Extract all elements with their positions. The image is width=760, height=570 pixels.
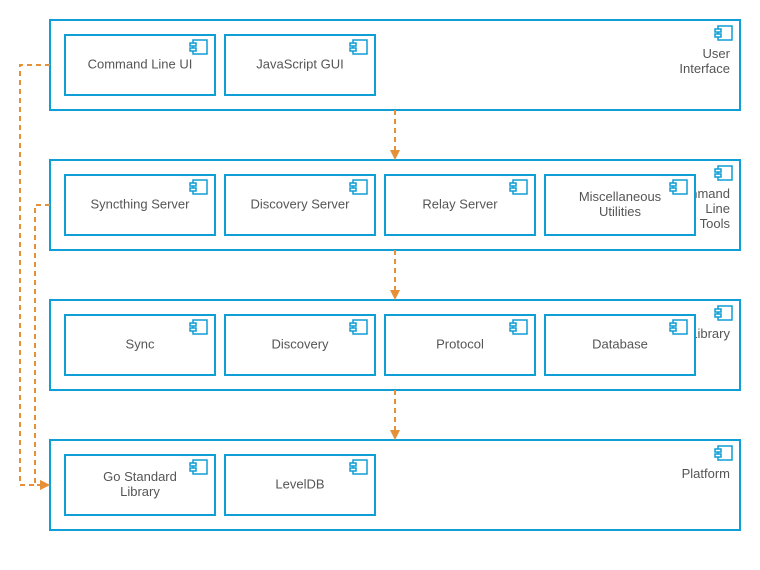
arrow-0	[390, 110, 400, 160]
svg-text:Discovery Server: Discovery Server	[251, 196, 351, 211]
node-cltools-1: Discovery Server	[225, 175, 375, 235]
svg-text:JavaScript GUI: JavaScript GUI	[256, 56, 343, 71]
arrow-1	[390, 250, 400, 300]
svg-text:Go Standard: Go Standard	[103, 469, 177, 484]
svg-text:Interface: Interface	[679, 61, 730, 76]
svg-text:Command Line UI: Command Line UI	[88, 56, 193, 71]
node-label-library-1: Discovery	[271, 336, 329, 351]
node-cltools-0: Syncthing Server	[65, 175, 215, 235]
node-label-cltools-0: Syncthing Server	[91, 196, 191, 211]
svg-text:Protocol: Protocol	[436, 336, 484, 351]
svg-text:Library: Library	[690, 326, 730, 341]
layer-platform: Platform Go StandardLibrary LevelDB	[50, 440, 740, 530]
node-platform-0: Go StandardLibrary	[65, 455, 215, 515]
svg-text:Tools: Tools	[700, 216, 731, 231]
svg-text:Relay Server: Relay Server	[422, 196, 498, 211]
node-label-library-3: Database	[592, 336, 648, 351]
layer-label-library: Library	[690, 326, 730, 341]
svg-text:Sync: Sync	[126, 336, 155, 351]
node-platform-1: LevelDB	[225, 455, 375, 515]
node-ui-1: JavaScript GUI	[225, 35, 375, 95]
layer-label-platform: Platform	[682, 466, 730, 481]
node-label-library-0: Sync	[126, 336, 155, 351]
node-library-1: Discovery	[225, 315, 375, 375]
node-library-3: Database	[545, 315, 695, 375]
node-label-ui-0: Command Line UI	[88, 56, 193, 71]
architecture-diagram: UserInterface Command Line UI JavaScript G…	[0, 0, 760, 570]
svg-text:LevelDB: LevelDB	[275, 476, 324, 491]
node-ui-0: Command Line UI	[65, 35, 215, 95]
svg-text:Utilities: Utilities	[599, 204, 641, 219]
svg-text:Syncthing Server: Syncthing Server	[91, 196, 191, 211]
svg-text:Platform: Platform	[682, 466, 730, 481]
svg-text:Miscellaneous: Miscellaneous	[579, 189, 662, 204]
node-label-ui-1: JavaScript GUI	[256, 56, 343, 71]
node-cltools-2: Relay Server	[385, 175, 535, 235]
node-label-platform-1: LevelDB	[275, 476, 324, 491]
arrow-4	[35, 205, 50, 490]
layer-cltools: CommandLineToolsSyncthing ServerDiscover…	[50, 160, 740, 250]
node-cltools-3: MiscellaneousUtilities	[545, 175, 695, 235]
node-label-library-2: Protocol	[436, 336, 484, 351]
svg-text:Discovery: Discovery	[271, 336, 329, 351]
svg-text:User: User	[703, 46, 731, 61]
svg-text:Database: Database	[592, 336, 648, 351]
svg-text:Line: Line	[705, 201, 730, 216]
node-label-cltools-1: Discovery Server	[251, 196, 351, 211]
svg-text:Library: Library	[120, 484, 160, 499]
layer-ui: UserInterface Command Line UI JavaScript G…	[50, 20, 740, 110]
node-library-0: Sync	[65, 315, 215, 375]
node-label-cltools-2: Relay Server	[422, 196, 498, 211]
layer-library: Library Sync Discovery Protocol Database	[50, 300, 740, 390]
arrow-2	[390, 390, 400, 440]
node-library-2: Protocol	[385, 315, 535, 375]
